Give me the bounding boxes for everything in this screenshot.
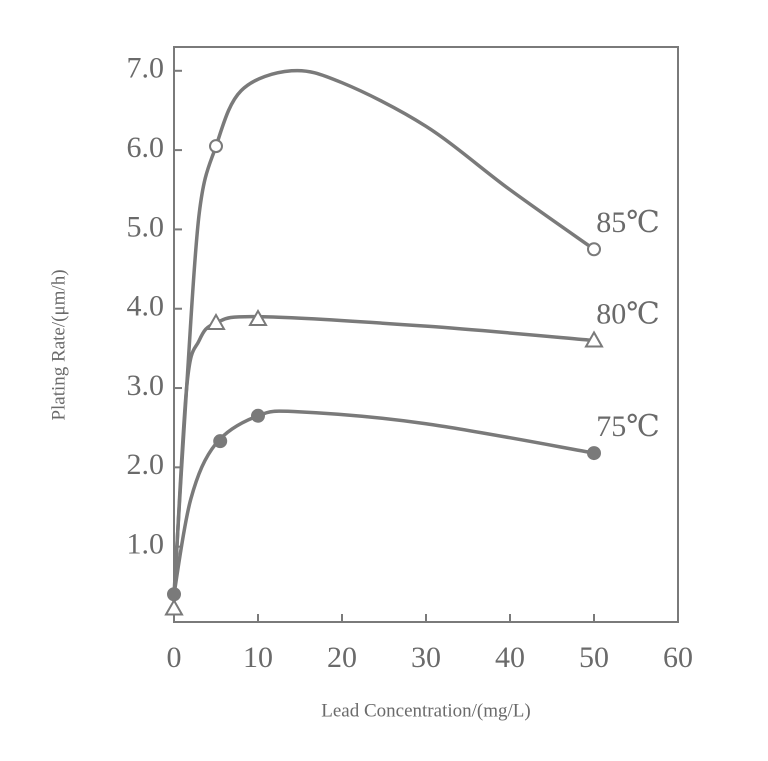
marker — [164, 598, 184, 616]
x-tick-label: 30 — [411, 641, 441, 674]
marker — [167, 587, 181, 602]
y-tick-label: 3.0 — [127, 369, 165, 402]
marker — [209, 139, 223, 154]
y-tick-label: 2.0 — [127, 448, 165, 481]
marker — [584, 330, 604, 348]
series-label: 85℃ — [596, 206, 660, 239]
x-tick-label: 20 — [327, 641, 357, 674]
y-axis-title: Plating Rate/(μm/h) — [48, 269, 69, 420]
x-tick-label: 50 — [579, 641, 609, 674]
x-axis-title: Lead Concentration/(mg/L) — [321, 700, 530, 721]
x-tick-label: 60 — [663, 641, 693, 674]
marker — [251, 408, 265, 423]
y-tick-label: 6.0 — [127, 131, 165, 164]
marker — [587, 446, 601, 461]
fit-line — [172, 314, 595, 603]
x-tick-label: 40 — [495, 641, 525, 674]
fit-line — [172, 409, 595, 595]
series-label: 75℃ — [596, 410, 660, 443]
y-tick-label: 1.0 — [127, 528, 165, 561]
x-tick-label: 10 — [243, 641, 273, 674]
y-tick-label: 4.0 — [127, 290, 165, 323]
marker — [213, 434, 228, 449]
marker — [587, 242, 601, 257]
fit-line — [172, 68, 596, 595]
marker — [248, 309, 268, 327]
y-tick-label: 7.0 — [127, 52, 165, 85]
x-tick-label: 0 — [167, 641, 182, 674]
y-tick-label: 5.0 — [127, 210, 165, 243]
marker — [206, 312, 226, 330]
plot-frame — [173, 46, 679, 623]
series-label: 80℃ — [596, 297, 660, 330]
